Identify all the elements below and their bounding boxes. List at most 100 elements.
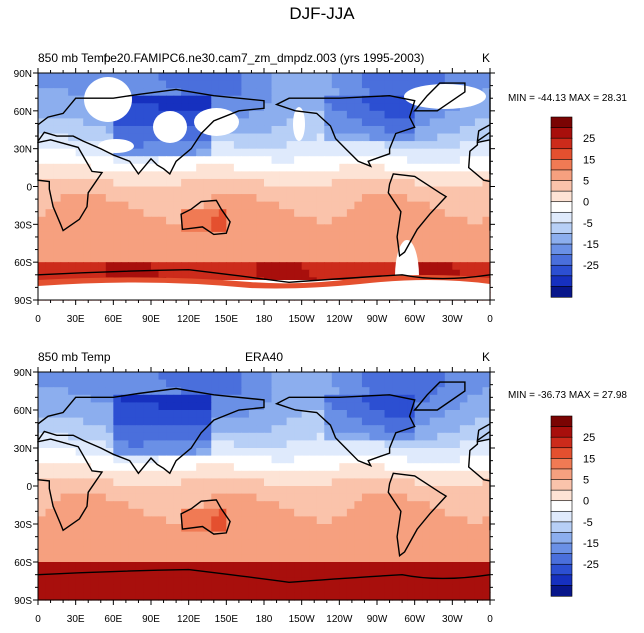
field-cell xyxy=(339,546,348,555)
field-cell xyxy=(248,148,258,157)
field-cell xyxy=(346,156,355,165)
field-cell xyxy=(203,239,212,248)
field-cell xyxy=(75,379,84,388)
field-cell xyxy=(256,88,265,97)
field-cell xyxy=(173,387,182,396)
field-cell xyxy=(377,410,386,419)
field-cell xyxy=(399,486,408,495)
field-cell xyxy=(294,508,303,517)
field-cell xyxy=(38,125,47,135)
colorbar-swatch xyxy=(550,254,573,266)
field-cell xyxy=(271,178,280,188)
field-cell xyxy=(83,394,92,403)
field-cell xyxy=(271,425,280,434)
field-cell xyxy=(143,410,152,419)
field-cell xyxy=(452,470,461,479)
field-cell xyxy=(316,531,325,540)
field-cell xyxy=(158,546,167,555)
field-cell xyxy=(384,254,393,263)
field-cell xyxy=(211,201,220,210)
field-cell xyxy=(113,501,122,510)
field-cell xyxy=(203,133,212,142)
field-cell xyxy=(188,209,197,218)
field-cell xyxy=(399,455,408,464)
field-cell xyxy=(324,125,333,135)
field-cell xyxy=(452,584,461,593)
field-cell xyxy=(377,394,386,403)
field-cell xyxy=(301,148,310,157)
field-cell xyxy=(286,539,295,548)
field-cell xyxy=(166,178,175,188)
field-cell xyxy=(173,554,182,563)
field-cell xyxy=(60,254,69,263)
field-cell xyxy=(324,156,333,165)
field-cell xyxy=(331,262,340,271)
field-cell xyxy=(316,186,325,195)
field-cell xyxy=(113,486,122,495)
field-cell xyxy=(196,269,205,278)
field-cell xyxy=(324,501,333,510)
field-cell xyxy=(444,577,453,586)
field-cell xyxy=(90,209,99,218)
field-cell xyxy=(414,186,423,195)
field-cell xyxy=(294,410,303,419)
field-cell xyxy=(256,239,265,248)
field-cell xyxy=(384,103,393,112)
field-cell xyxy=(354,231,363,241)
field-cell xyxy=(407,562,416,571)
field-cell xyxy=(248,110,258,119)
field-cell xyxy=(53,546,62,555)
field-cell xyxy=(294,531,303,540)
field-cell xyxy=(422,110,431,119)
field-cell xyxy=(196,410,205,419)
field-cell xyxy=(316,141,325,150)
field-cell xyxy=(264,531,273,540)
field-cell xyxy=(331,209,340,218)
field-cell xyxy=(105,478,114,487)
field-cell xyxy=(414,410,423,419)
field-cell xyxy=(459,73,468,82)
field-cell xyxy=(120,478,129,487)
field-cell xyxy=(422,486,431,495)
field-cell xyxy=(264,524,273,533)
field-cell xyxy=(482,88,491,97)
field-cell xyxy=(271,201,280,210)
field-cell xyxy=(399,201,408,210)
field-cell xyxy=(166,379,175,388)
field-cell xyxy=(120,455,129,464)
field-cell xyxy=(392,178,401,188)
field-cell xyxy=(474,493,484,502)
field-cell xyxy=(188,402,197,411)
field-cell xyxy=(301,216,310,225)
field-cell xyxy=(346,425,355,434)
field-cell xyxy=(196,448,205,457)
field-cell xyxy=(211,247,220,256)
field-cell xyxy=(45,592,54,601)
field-cell xyxy=(135,247,145,256)
field-cell xyxy=(158,584,167,593)
field-cell xyxy=(309,524,318,533)
field-cell xyxy=(399,372,408,381)
field-cell xyxy=(211,478,220,487)
field-cell xyxy=(361,539,371,548)
field-cell xyxy=(135,171,145,180)
field-cell xyxy=(437,417,446,426)
field-cell xyxy=(452,569,461,578)
field-cell xyxy=(452,118,461,127)
colorbar-swatch xyxy=(550,563,573,576)
field-cell xyxy=(399,103,408,112)
field-cell xyxy=(392,508,401,517)
x-tick-label: 180 xyxy=(256,314,273,325)
field-cell xyxy=(135,387,145,396)
field-cell xyxy=(68,194,77,203)
field-cell xyxy=(354,508,363,517)
field-cell xyxy=(331,425,340,434)
field-cell xyxy=(437,584,446,593)
field-cell xyxy=(158,95,167,104)
field-cell xyxy=(407,569,416,578)
field-cell xyxy=(113,73,122,82)
field-cell xyxy=(173,171,182,180)
field-cell xyxy=(437,163,446,172)
field-cell xyxy=(90,577,99,586)
field-cell xyxy=(53,247,62,256)
